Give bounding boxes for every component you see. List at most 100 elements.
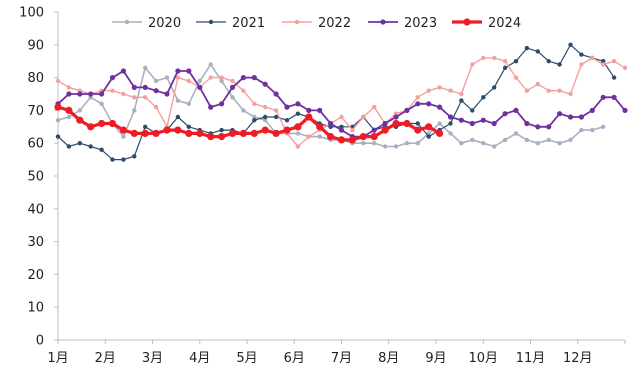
data-point-2020 [197, 78, 202, 84]
data-point-2024 [141, 129, 149, 137]
data-point-2022 [273, 108, 279, 113]
data-point-2024 [316, 123, 324, 131]
data-point-2022 [524, 88, 530, 93]
data-point-2024 [337, 136, 346, 144]
data-point-2023 [502, 111, 508, 117]
data-point-2020 [481, 141, 486, 146]
data-point-2022 [110, 88, 115, 93]
data-point-2022 [55, 78, 61, 84]
data-point-2020 [393, 144, 399, 149]
x-tick-label: 7月 [331, 351, 352, 366]
data-point-2021 [132, 154, 137, 159]
data-point-2023 [273, 91, 279, 97]
data-point-2020 [524, 137, 530, 143]
data-point-2023 [208, 104, 214, 110]
data-point-2021 [99, 147, 104, 152]
legend-label: 2024 [488, 16, 521, 31]
data-point-2021 [459, 98, 464, 103]
data-point-2023 [317, 107, 323, 113]
data-point-2020 [361, 141, 366, 146]
data-point-2023 [371, 127, 377, 133]
data-point-2022 [568, 91, 573, 97]
data-point-2023 [229, 84, 236, 90]
x-tick-label: 5月 [236, 351, 257, 366]
legend-swatch-marker [463, 18, 471, 26]
data-point-2021 [579, 52, 584, 57]
data-point-2021 [284, 118, 290, 123]
data-point-2022 [241, 88, 246, 93]
x-tick-label: 1月 [47, 351, 68, 366]
data-point-2023 [567, 114, 574, 120]
data-point-2024 [294, 123, 302, 131]
data-point-2024 [65, 106, 73, 114]
data-point-2023 [109, 75, 116, 81]
data-point-2023 [284, 104, 290, 110]
legend: 2020 2021 2022 2023 2024 [112, 16, 521, 31]
data-point-2024 [348, 136, 356, 144]
x-tick-label: 10月 [468, 351, 498, 366]
data-point-2021 [426, 134, 431, 139]
data-point-2022 [502, 59, 508, 64]
data-point-2022 [546, 88, 551, 93]
data-point-2023 [622, 107, 628, 113]
data-point-2020 [459, 141, 464, 146]
data-point-2023 [77, 91, 83, 97]
series-2023 [55, 68, 628, 140]
data-point-2024 [108, 119, 117, 128]
series-group [54, 42, 628, 162]
data-point-2024 [228, 129, 237, 137]
series-2021 [55, 42, 617, 162]
y-tick-label: 10 [27, 301, 44, 316]
series-line-2021 [57, 44, 615, 161]
data-point-2020 [230, 95, 235, 100]
data-point-2020 [164, 75, 170, 80]
data-point-2020 [372, 141, 377, 146]
legend-item-2022: 2022 [282, 16, 351, 31]
data-point-2024 [130, 129, 138, 137]
data-point-2023 [338, 127, 345, 133]
data-point-2020 [55, 118, 61, 123]
data-point-2020 [470, 137, 475, 143]
data-point-2022 [230, 78, 235, 84]
data-point-2024 [305, 113, 313, 121]
data-point-2023 [88, 91, 94, 97]
data-point-2023 [393, 114, 399, 120]
data-point-2022 [557, 88, 562, 93]
data-point-2021 [524, 45, 530, 51]
data-point-2020 [557, 141, 562, 146]
data-point-2021 [513, 59, 519, 64]
data-point-2020 [153, 78, 159, 84]
data-point-2023 [404, 107, 410, 113]
legend-swatch-marker [380, 19, 386, 25]
data-point-2020 [382, 144, 388, 149]
data-point-2023 [262, 81, 268, 87]
data-point-2023 [66, 91, 72, 97]
data-point-2021 [535, 49, 540, 54]
data-point-2024 [261, 126, 269, 134]
data-point-2021 [110, 157, 115, 162]
legend-swatch-marker [294, 19, 300, 25]
data-point-2020 [186, 101, 191, 107]
data-point-2021 [219, 127, 224, 133]
data-point-2024 [76, 116, 84, 124]
legend-item-2021: 2021 [196, 16, 265, 31]
x-tick-label: 3月 [142, 351, 163, 366]
data-point-2023 [535, 124, 541, 130]
data-point-2022 [66, 85, 72, 90]
data-point-2022 [601, 62, 606, 67]
data-point-2024 [403, 119, 411, 128]
data-point-2024 [283, 126, 291, 134]
data-point-2021 [186, 124, 191, 129]
data-point-2023 [219, 101, 225, 107]
data-point-2022 [132, 95, 137, 100]
data-point-2020 [121, 134, 126, 139]
data-point-2024 [370, 133, 378, 141]
data-point-2022 [372, 104, 377, 110]
data-point-2020 [143, 65, 148, 71]
data-point-2023 [415, 101, 421, 107]
y-tick-label: 90 [27, 38, 44, 53]
data-point-2020 [502, 137, 508, 143]
data-point-2022 [186, 78, 191, 84]
